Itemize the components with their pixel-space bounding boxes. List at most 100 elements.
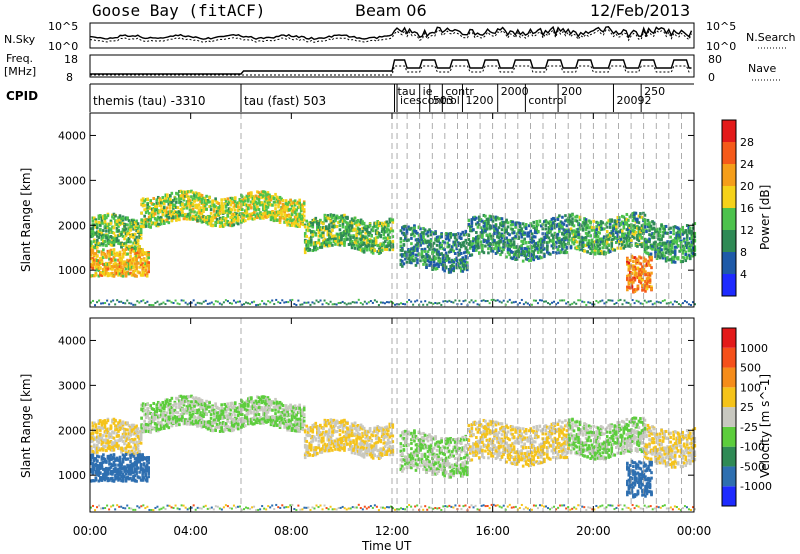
power-cell: [621, 220, 624, 224]
power-cell: [298, 215, 301, 219]
velocity-cell: [90, 449, 93, 453]
power-cell: [303, 225, 307, 229]
power-cell: [627, 234, 630, 238]
power-cell: [508, 298, 511, 301]
power-cell: [479, 226, 483, 230]
power-cell: [435, 237, 439, 241]
power-cell: [209, 217, 213, 221]
power-cell: [358, 223, 361, 227]
power-cell: [127, 260, 131, 264]
power-cell: [631, 215, 635, 219]
power-cell: [173, 203, 177, 207]
velocity-cell: [90, 451, 93, 455]
velocity-cell: [94, 436, 98, 440]
cpid-program-label: 1200: [465, 94, 493, 107]
power-cell: [499, 239, 502, 243]
power-cell: [116, 299, 119, 302]
power-cell: [230, 221, 234, 225]
power-cell: [146, 218, 149, 222]
power-cell: [595, 231, 598, 235]
power-cell: [166, 210, 169, 214]
power-cell: [141, 198, 145, 202]
power-cell: [97, 232, 101, 236]
power-cell: [178, 218, 181, 222]
power-cell: [320, 234, 324, 238]
power-cell: [417, 253, 421, 257]
power-cell: [681, 227, 685, 231]
power-cell: [665, 302, 668, 305]
power-cell: [200, 201, 204, 205]
power-cell: [274, 200, 277, 204]
power-cell: [334, 234, 337, 238]
power-cell: [517, 235, 520, 239]
power-cell: [663, 229, 666, 233]
power-cell: [308, 224, 312, 228]
power-cell: [617, 235, 621, 239]
power-cell: [628, 223, 632, 227]
power-cell: [185, 217, 189, 221]
power-cell: [298, 212, 301, 216]
power-cell: [156, 224, 160, 228]
power-cell: [331, 225, 334, 229]
station-title: Goose Bay (fitACF): [92, 1, 265, 20]
power-cell: [617, 221, 621, 225]
power-cell: [215, 200, 219, 204]
power-cell: [428, 263, 431, 267]
power-cell: [580, 240, 583, 244]
power-cell: [527, 251, 531, 255]
power-cell: [481, 249, 484, 253]
power-cell: [293, 203, 297, 207]
power-cell: [229, 220, 233, 224]
power-cell: [105, 271, 108, 275]
power-cell: [188, 205, 192, 209]
power-cell: [301, 217, 304, 221]
power-cell: [555, 235, 558, 239]
power-cell: [636, 220, 639, 224]
power-cell: [666, 248, 669, 252]
power-cell: [188, 199, 192, 203]
power-cell: [281, 208, 285, 212]
power-cell: [185, 194, 189, 198]
power-cell: [458, 242, 462, 246]
power-cell: [605, 225, 609, 229]
power-cell: [129, 220, 132, 224]
power-cell: [338, 239, 342, 243]
power-cell: [599, 223, 603, 227]
power-cell: [142, 299, 145, 302]
power-cell: [149, 219, 152, 223]
power-cell: [410, 261, 413, 265]
power-cell: [355, 241, 358, 245]
power-cell: [416, 253, 419, 257]
power-cell: [106, 224, 110, 228]
power-cell: [514, 250, 517, 254]
power-cell: [564, 231, 567, 235]
power-cell: [343, 237, 346, 241]
power-cell: [565, 236, 569, 240]
power-cell: [369, 300, 372, 303]
power-cell: [657, 248, 660, 252]
power-cell: [284, 220, 288, 224]
velocity-cell: [96, 439, 99, 443]
power-cell: [484, 300, 487, 303]
power-cell: [290, 209, 294, 213]
power-cell: [162, 208, 166, 212]
power-cell: [399, 263, 403, 267]
power-cell: [658, 230, 662, 234]
power-cell: [338, 232, 342, 236]
power-cell: [643, 225, 647, 229]
power-cell: [622, 221, 626, 225]
power-cell: [509, 223, 513, 227]
power-cell: [218, 207, 222, 211]
power-cell: [617, 242, 621, 246]
power-cell: [346, 228, 349, 232]
power-cell: [673, 245, 677, 249]
power-cell: [673, 300, 676, 303]
power-cell: [438, 236, 442, 240]
power-cell: [636, 276, 640, 280]
power-cell: [385, 245, 389, 249]
power-cell: [417, 225, 421, 229]
power-cell: [232, 205, 236, 209]
power-cell: [114, 254, 117, 258]
power-cell: [661, 234, 665, 238]
power-cell: [657, 237, 660, 241]
